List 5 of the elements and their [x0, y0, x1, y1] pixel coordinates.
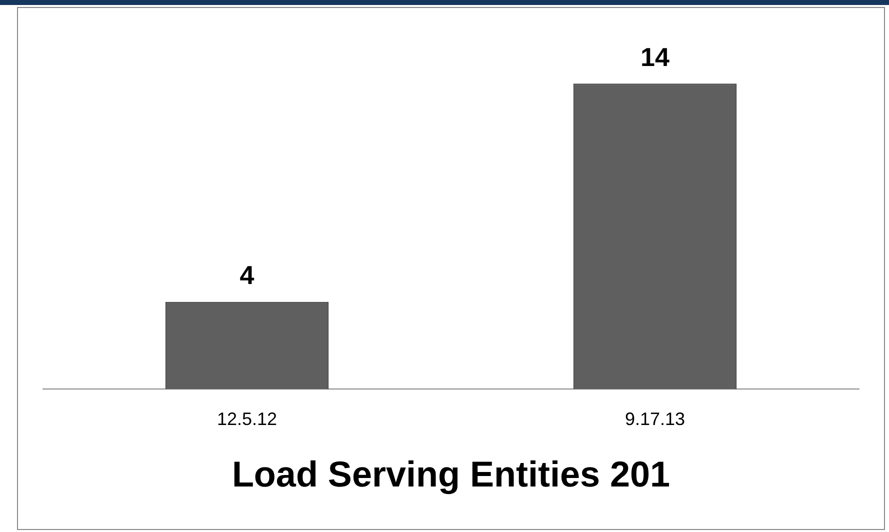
x-tick-label: 9.17.13	[624, 408, 686, 429]
x-axis-title: Load Serving Entities 201	[232, 453, 670, 494]
data-label: 4	[240, 260, 255, 290]
x-tick-label: 12.5.12	[216, 408, 278, 429]
data-label: 14	[640, 42, 670, 72]
